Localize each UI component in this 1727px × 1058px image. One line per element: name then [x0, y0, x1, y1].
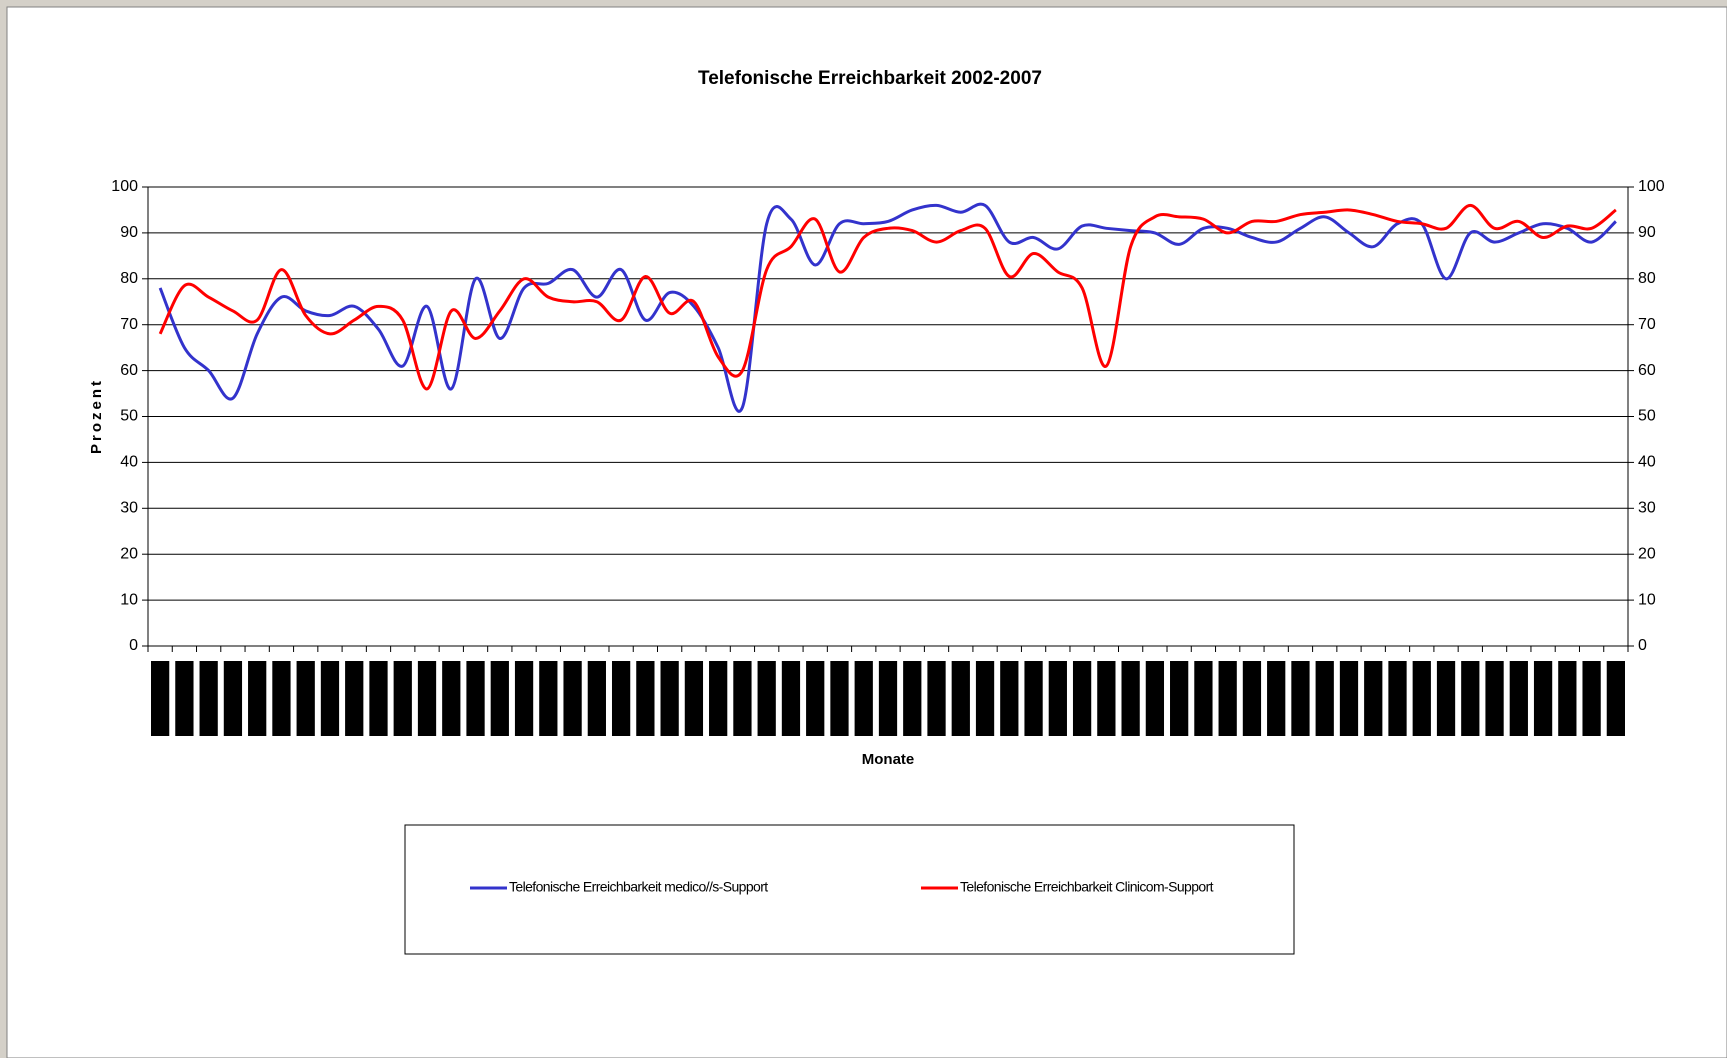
- x-tick-label-box: [393, 661, 412, 736]
- x-axis-label: Monate: [862, 751, 915, 768]
- x-tick-label-box: [1364, 661, 1383, 736]
- y2-tick-label: 10: [1638, 591, 1656, 608]
- x-tick-label-box: [1606, 661, 1625, 736]
- y-tick-label: 70: [120, 316, 138, 333]
- x-tick-label-box: [514, 661, 534, 736]
- series-line: [158, 202, 1617, 413]
- y-tick-label: 60: [120, 362, 138, 379]
- x-tick-label-box: [539, 661, 558, 736]
- x-tick-label-box: [1485, 661, 1504, 736]
- x-tick-label-box: [927, 661, 946, 736]
- x-tick-label-box: [806, 661, 825, 736]
- x-tick-label-box: [1121, 661, 1140, 736]
- y-tick-label: 90: [120, 224, 138, 241]
- x-tick-label-box: [1194, 661, 1213, 736]
- x-tick-label-box: [223, 661, 243, 736]
- x-tick-label-box: [684, 661, 704, 736]
- x-tick-label-box: [709, 661, 728, 736]
- x-tick-label-box: [1048, 661, 1067, 736]
- x-tick-label-box: [151, 661, 170, 736]
- x-tick-label-box: [345, 661, 364, 736]
- y2-tick-label: 20: [1638, 545, 1656, 562]
- x-tick-label-box: [442, 661, 461, 736]
- y2-tick-label: 90: [1638, 224, 1656, 241]
- x-tick-label-box: [757, 661, 776, 736]
- y2-tick-label: 50: [1638, 408, 1656, 425]
- y-tick-label: 30: [120, 500, 138, 517]
- x-tick-label-box: [781, 661, 801, 736]
- x-tick-label-box: [854, 661, 873, 736]
- x-tick-label-box: [1242, 661, 1262, 736]
- x-tick-label-box: [1024, 661, 1043, 736]
- x-tick-label-box: [1267, 661, 1286, 736]
- chart-title: Telefonische Erreichbarkeit 2002-2007: [698, 68, 1042, 89]
- y2-tick-label: 80: [1638, 270, 1656, 287]
- y2-tick-label: 70: [1638, 316, 1656, 333]
- y2-tick-label: 60: [1638, 362, 1656, 379]
- x-tick-label-box: [733, 661, 752, 736]
- x-tick-label-box: [248, 661, 267, 736]
- y-axis-label: Prozent: [88, 378, 105, 454]
- x-tick-label-box: [272, 661, 291, 736]
- x-tick-label-box: [660, 661, 679, 736]
- x-tick-label-box: [830, 661, 849, 736]
- x-tick-label-box: [320, 661, 340, 736]
- x-tick-label-box: [1533, 661, 1553, 736]
- x-tick-label-box: [175, 661, 194, 736]
- x-tick-label-box: [1315, 661, 1334, 736]
- x-tick-label-box: [1170, 661, 1189, 736]
- y-tick-label: 40: [120, 454, 138, 471]
- y2-tick-label: 40: [1638, 454, 1656, 471]
- x-tick-label-box: [1436, 661, 1456, 736]
- y-tick-label: 80: [120, 270, 138, 287]
- x-tick-label-box: [199, 661, 218, 736]
- x-tick-label-box: [636, 661, 655, 736]
- x-tick-label-box: [1339, 661, 1359, 736]
- x-tick-label-box: [611, 661, 631, 736]
- x-tick-label-box: [951, 661, 970, 736]
- x-tick-label-box: [369, 661, 388, 736]
- y-tick-label: 20: [120, 545, 138, 562]
- x-tick-label-box: [1291, 661, 1310, 736]
- legend-box: [404, 824, 1295, 955]
- y2-tick-label: 30: [1638, 500, 1656, 517]
- x-tick-label-box: [1461, 661, 1480, 736]
- x-tick-label-box: [563, 661, 582, 736]
- x-tick-label-box: [296, 661, 315, 736]
- x-tick-label-box: [1388, 661, 1407, 736]
- series-line: [158, 203, 1617, 391]
- y-tick-label: 0: [129, 637, 138, 654]
- x-tick-label-box: [466, 661, 485, 736]
- legend-label: Telefonische Erreichbarkeit Clinicom-Sup…: [960, 879, 1214, 895]
- x-tick-label-box: [1412, 661, 1431, 736]
- y-tick-label: 50: [120, 408, 138, 425]
- y-tick-label: 100: [111, 178, 138, 195]
- x-tick-label-box: [1509, 661, 1528, 736]
- x-tick-label-box: [975, 661, 995, 736]
- y-tick-label: 10: [120, 591, 138, 608]
- x-tick-label-box: [903, 661, 922, 736]
- x-tick-label-box: [1218, 661, 1237, 736]
- x-tick-label-box: [587, 661, 606, 736]
- x-tick-label-box: [1145, 661, 1165, 736]
- x-tick-label-box: [417, 661, 437, 736]
- y2-tick-label: 100: [1638, 178, 1665, 195]
- x-tick-label-box: [1072, 661, 1092, 736]
- x-tick-label-box: [1000, 661, 1019, 736]
- x-tick-label-box: [1582, 661, 1601, 736]
- x-tick-label-box: [1558, 661, 1577, 736]
- y2-tick-label: 0: [1638, 637, 1647, 654]
- x-tick-label-box: [878, 661, 898, 736]
- x-tick-label-box: [490, 661, 509, 736]
- x-tick-label-box: [1097, 661, 1116, 736]
- legend-label: Telefonische Erreichbarkeit medico//s-Su…: [509, 879, 768, 895]
